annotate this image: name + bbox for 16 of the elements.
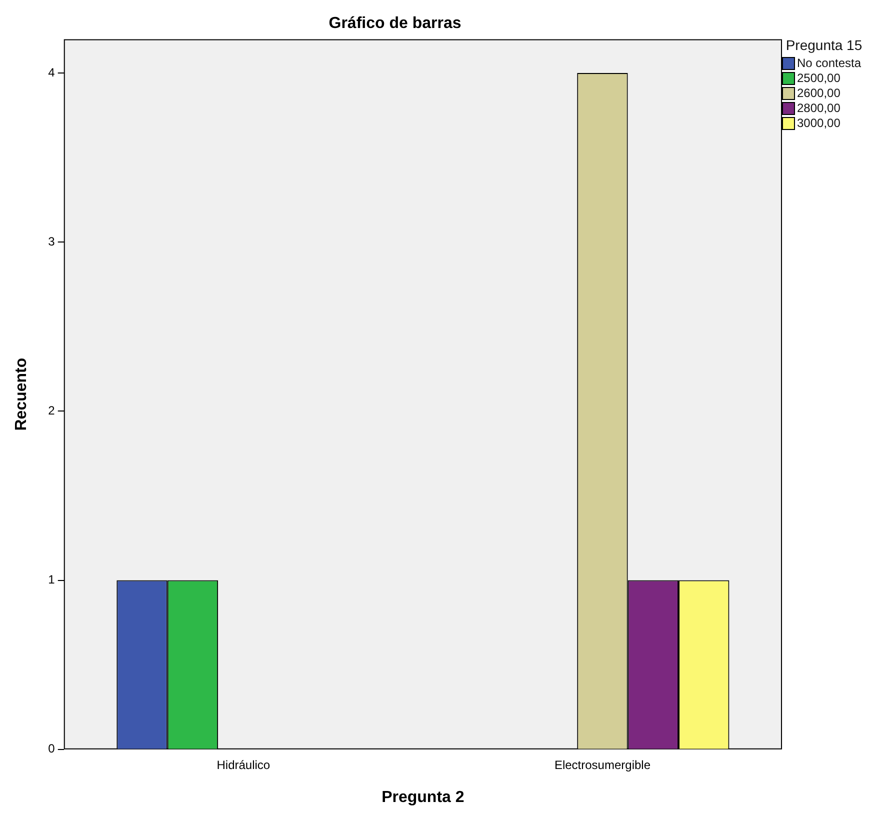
chart-title: Gráfico de barras [328,15,462,32]
x-axis-title: Pregunta 2 [382,788,464,806]
y-axis-title: Recuento [13,358,30,431]
y-tick-label: 4 [48,65,56,80]
legend-label: 2600,00 [797,86,840,101]
y-tick-label: 2 [48,404,56,418]
y-tick-label: 3 [48,234,56,248]
y-tick-label: 0 [48,742,56,756]
legend-label: No contesta [797,56,862,71]
legend-title: Pregunta 15 [784,37,864,53]
y-tick-label: 1 [48,572,56,587]
x-tick-label: Electrosumergible [554,758,651,772]
legend-label: 2800,00 [797,101,840,116]
legend-label: 2500,00 [797,71,840,86]
x-tick-label: Hidráulico [216,758,270,772]
legend-label: 3000,00 [797,116,840,131]
